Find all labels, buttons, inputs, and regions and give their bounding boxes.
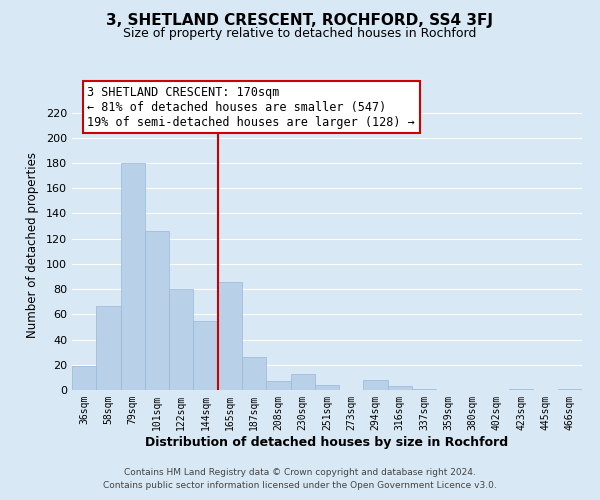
Bar (558, 388, 582, 390)
Text: Size of property relative to detached houses in Rochford: Size of property relative to detached ho… (124, 28, 476, 40)
Bar (121, 163, 145, 390)
Text: Distribution of detached houses by size in Rochford: Distribution of detached houses by size … (145, 436, 509, 449)
Bar (72, 366, 96, 390)
Bar (96, 306, 121, 390)
Bar (169, 289, 193, 390)
Bar (315, 385, 339, 390)
Text: 3, SHETLAND CRESCENT, ROCHFORD, SS4 3FJ: 3, SHETLAND CRESCENT, ROCHFORD, SS4 3FJ (107, 12, 493, 28)
Bar (364, 380, 388, 390)
Bar (242, 357, 266, 390)
Bar (388, 386, 412, 390)
Text: 3 SHETLAND CRESCENT: 170sqm
← 81% of detached houses are smaller (547)
19% of se: 3 SHETLAND CRESCENT: 170sqm ← 81% of det… (88, 86, 415, 128)
Bar (218, 282, 242, 390)
Bar (290, 374, 315, 390)
Bar (145, 231, 169, 390)
Bar (509, 388, 533, 390)
Bar (266, 381, 290, 390)
Bar (412, 388, 436, 390)
Bar (193, 320, 218, 390)
Text: Contains HM Land Registry data © Crown copyright and database right 2024.: Contains HM Land Registry data © Crown c… (124, 468, 476, 477)
Text: Contains public sector information licensed under the Open Government Licence v3: Contains public sector information licen… (103, 480, 497, 490)
Y-axis label: Number of detached properties: Number of detached properties (26, 152, 39, 338)
